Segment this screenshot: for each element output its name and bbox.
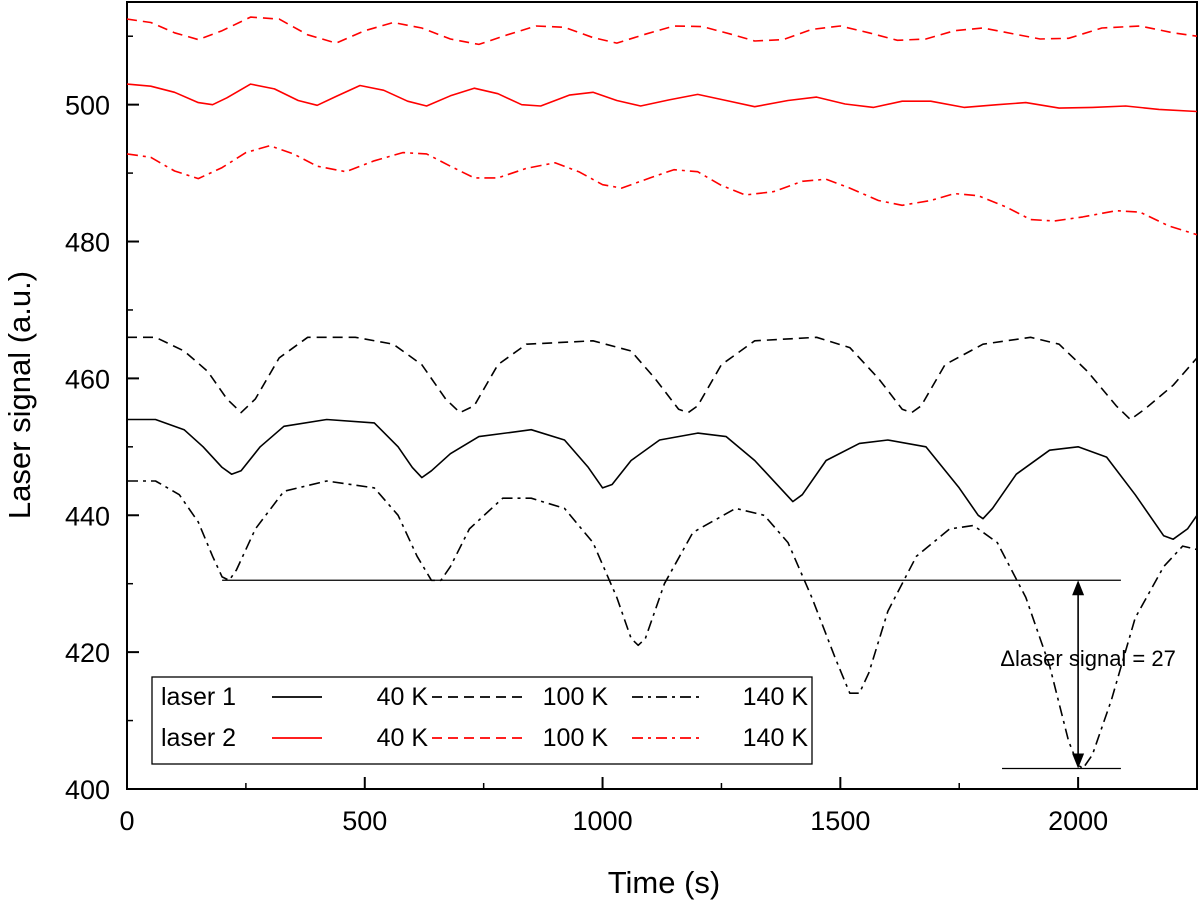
x-tick-label-0: 0 bbox=[119, 806, 134, 836]
legend-entry-laser2_40K: 40 K bbox=[377, 724, 429, 752]
legend-entry-laser2_100K: 100 K bbox=[543, 724, 609, 752]
annotation-arrowhead-up bbox=[1072, 580, 1085, 596]
series-laser1_100K bbox=[127, 336, 1198, 421]
y-tick-label-460: 460 bbox=[65, 364, 110, 394]
y-tick-label-440: 440 bbox=[65, 501, 110, 531]
x-axis-title: Time (s) bbox=[608, 865, 721, 900]
y-tick-label-500: 500 bbox=[65, 91, 110, 121]
legend-row-label-1: laser 1 bbox=[161, 683, 236, 711]
x-tick-label-1500: 1500 bbox=[810, 806, 870, 836]
annotation-layer: Δlaser signal = 27 bbox=[222, 579, 1176, 770]
y-axis-title: Laser signal (a.u.) bbox=[2, 271, 37, 519]
annotation-label: Δlaser signal = 27 bbox=[1000, 646, 1176, 671]
series-laser1_40K bbox=[127, 418, 1198, 540]
legend: laser 1 40 K 100 K 140 K laser 2 40 K 100 K 140… bbox=[151, 676, 813, 765]
y-tick-label-480: 480 bbox=[65, 228, 110, 258]
series-laser2_40K bbox=[126, 83, 1198, 113]
legend-entry-laser1_140K: 140 K bbox=[743, 683, 809, 711]
legend-entry-laser2_140K: 140 K bbox=[743, 724, 809, 752]
legend-row-label-2: laser 2 bbox=[161, 724, 236, 752]
y-tick-label-400: 400 bbox=[65, 775, 110, 805]
x-tick-label-500: 500 bbox=[342, 806, 387, 836]
axis-layer: 0 500 1000 1500 2000 400 420 440 460 480 500 bbox=[65, 35, 1108, 836]
series-layer bbox=[126, 16, 1198, 770]
x-tick-label-2000: 2000 bbox=[1048, 806, 1108, 836]
series-laser2_100K bbox=[126, 16, 1198, 46]
annotation-arrowhead-down bbox=[1072, 753, 1085, 769]
y-tick-label-420: 420 bbox=[65, 638, 110, 668]
x-tick-label-1000: 1000 bbox=[573, 806, 633, 836]
series-laser2_140K bbox=[126, 144, 1198, 236]
plot-area bbox=[126, 1, 1198, 790]
legend-entry-laser1_40K: 40 K bbox=[377, 683, 429, 711]
legend-entry-laser1_100K: 100 K bbox=[543, 683, 609, 711]
legend-box bbox=[151, 676, 813, 765]
